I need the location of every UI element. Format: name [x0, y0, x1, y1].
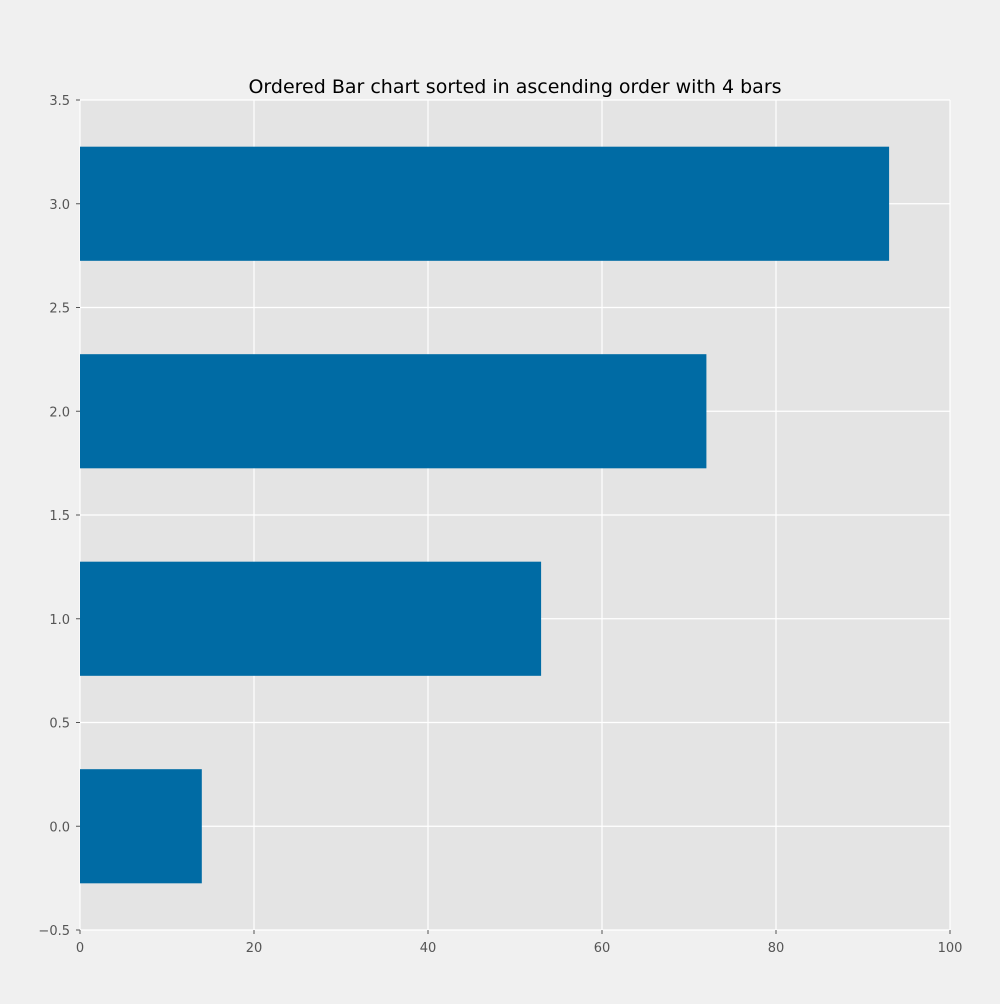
bars [80, 146, 890, 884]
y-tick-label: 2.5 [49, 302, 70, 317]
x-axis-ticks: 0 20 40 60 80 100 [76, 930, 963, 956]
x-tick-label: 100 [938, 941, 963, 956]
y-tick-label: 0.5 [49, 717, 70, 732]
y-axis-ticks: −0.5 0.0 0.5 1.0 1.5 2.0 2.5 3.0 3.5 [38, 94, 80, 939]
y-tick-label: 3.5 [49, 94, 70, 109]
bar [80, 354, 707, 469]
y-tick-label: 0.0 [49, 820, 70, 835]
chart-title: Ordered Bar chart sorted in ascending or… [248, 76, 781, 98]
x-tick-label: 40 [420, 941, 437, 956]
bar [80, 561, 542, 676]
y-tick-label: −0.5 [38, 924, 70, 939]
y-tick-label: 1.0 [49, 613, 70, 628]
x-tick-label: 0 [76, 941, 84, 956]
x-tick-label: 60 [594, 941, 611, 956]
bar [80, 146, 890, 261]
x-tick-label: 80 [768, 941, 785, 956]
x-tick-label: 20 [246, 941, 263, 956]
y-tick-label: 1.5 [49, 509, 70, 524]
y-tick-label: 2.0 [49, 405, 70, 420]
y-tick-label: 3.0 [49, 198, 70, 213]
bar [80, 769, 202, 884]
